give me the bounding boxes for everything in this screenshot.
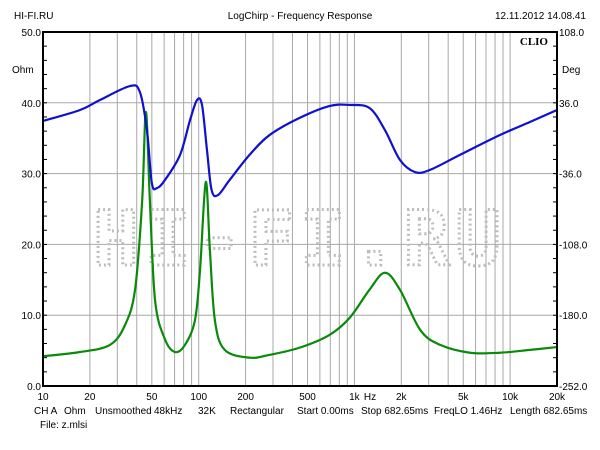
footer-param: Unsmoothed (95, 406, 152, 417)
chart-title: LogChirp - Frequency Response (228, 11, 373, 22)
x-tick-label: 20 (84, 392, 96, 403)
y-tick-label: 0.0 (27, 382, 41, 393)
footer-param: FreqLO 1.46Hz (434, 406, 502, 417)
y2-tick-label: 108.0 (559, 28, 584, 39)
x-tick-label: 1k (349, 392, 361, 403)
y2-tick-label: -36.0 (559, 170, 582, 181)
footer-param: Start 0.00ms (297, 406, 354, 417)
tick-labels: 10 20 50 100 200 500 1k 2k 5k 10k 20k 0.0 10.0 20.0 30… (22, 28, 588, 403)
x-tick-label: 5k (458, 392, 470, 403)
footer-param: Rectangular (230, 406, 285, 417)
series-line-phase (42, 84, 558, 198)
footer-param: Stop 682.65ms (361, 406, 428, 417)
footer-param: CH A (34, 406, 58, 417)
footer-param: 32K (198, 406, 216, 417)
x-tick-label: 100 (190, 392, 207, 403)
x-axis-label: Hz (364, 392, 376, 403)
x-tick-label: 200 (237, 392, 254, 403)
x-tick-label: 2k (396, 392, 408, 403)
y2-tick-label: -252.0 (559, 382, 588, 393)
series-line-magnitude (42, 110, 558, 359)
y2-axis-label: Deg (562, 65, 580, 76)
x-tick-label: 20k (549, 392, 566, 403)
x-tick-label: 10 (37, 392, 49, 403)
x-tick-label: 50 (146, 392, 158, 403)
y2-tick-label: -180.0 (559, 311, 588, 322)
footer-param: Ohm (64, 406, 86, 417)
footer-param: 48kHz (154, 406, 182, 417)
y-tick-label: 50.0 (22, 28, 42, 39)
file-name: File: z.mlsi (40, 420, 87, 431)
y-tick-label: 40.0 (22, 99, 42, 110)
y-tick-label: 30.0 (22, 170, 42, 181)
plot-frame (42, 31, 558, 387)
y-tick-label: 20.0 (22, 240, 42, 251)
clio-brand: CLIO (520, 36, 549, 48)
y2-tick-label: 36.0 (559, 99, 579, 110)
watermark: HI-FI.RU (93, 194, 507, 283)
x-tick-label: 500 (299, 392, 316, 403)
y-axis-label: Ohm (12, 65, 34, 76)
footer-params: CH A Ohm Unsmoothed 48kHz 32K Rectangular Star… (34, 406, 587, 417)
x-tick-label: 10k (502, 392, 519, 403)
footer-param: Length 682.65ms (510, 406, 587, 417)
header-datetime: 12.11.2012 14.08.41 (495, 11, 586, 22)
header-left: HI-FI.RU (14, 11, 53, 22)
series-group (42, 84, 558, 359)
y2-tick-label: -108.0 (559, 240, 588, 251)
grid (43, 32, 557, 386)
y-tick-label: 10.0 (22, 311, 42, 322)
